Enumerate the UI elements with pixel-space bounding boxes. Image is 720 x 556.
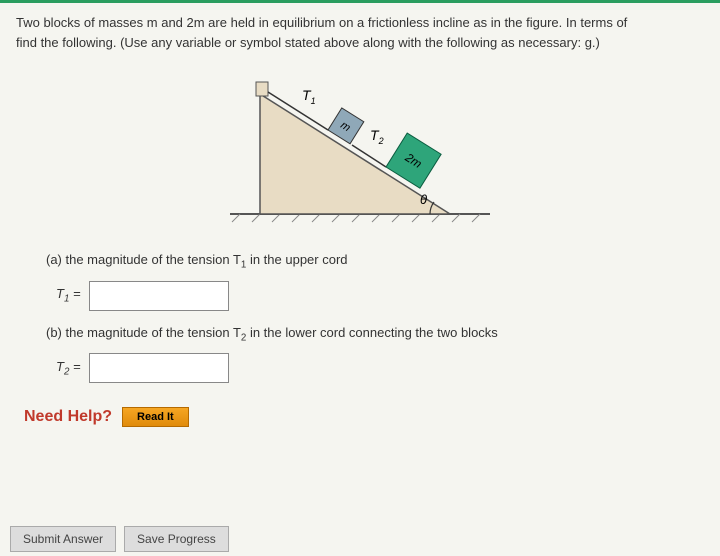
- save-progress-button[interactable]: Save Progress: [124, 526, 229, 552]
- pulley-post: [256, 82, 268, 96]
- label-theta: θ: [420, 192, 427, 207]
- part-b-label: (b) the magnitude of the tension T2 in t…: [46, 325, 704, 344]
- question-line-2: find the following. (Use any variable or…: [16, 35, 600, 50]
- part-a-text: (a) the magnitude of the tension T: [46, 252, 241, 267]
- var-t1: T1 =: [56, 286, 81, 305]
- part-b-tail: in the lower cord connecting the two blo…: [246, 325, 497, 340]
- part-a-label: (a) the magnitude of the tension T1 in t…: [46, 252, 704, 271]
- part-a-tail: in the upper cord: [246, 252, 347, 267]
- question-text: Two blocks of masses m and 2m are held i…: [16, 13, 704, 52]
- part-b-text: (b) the magnitude of the tension T: [46, 325, 241, 340]
- bottom-button-row: Submit Answer Save Progress: [0, 526, 239, 556]
- t1-input[interactable]: [89, 281, 229, 311]
- t2-input[interactable]: [89, 353, 229, 383]
- help-row: Need Help? Read It: [24, 407, 704, 427]
- question-container: Two blocks of masses m and 2m are held i…: [0, 3, 720, 437]
- label-t1: T1: [302, 87, 316, 106]
- answer-row-b: T2 =: [56, 353, 704, 383]
- label-t2: T2: [370, 127, 384, 146]
- block-m: m: [328, 108, 364, 144]
- question-line-1: Two blocks of masses m and 2m are held i…: [16, 15, 627, 30]
- submit-answer-button[interactable]: Submit Answer: [10, 526, 116, 552]
- ground-hatch: [232, 214, 480, 222]
- var-t2: T2 =: [56, 359, 81, 378]
- answer-row-a: T1 =: [56, 281, 704, 311]
- read-it-button[interactable]: Read It: [122, 407, 189, 427]
- need-help-label: Need Help?: [24, 408, 112, 426]
- incline-figure: m 2m T1 T2 θ: [210, 64, 510, 234]
